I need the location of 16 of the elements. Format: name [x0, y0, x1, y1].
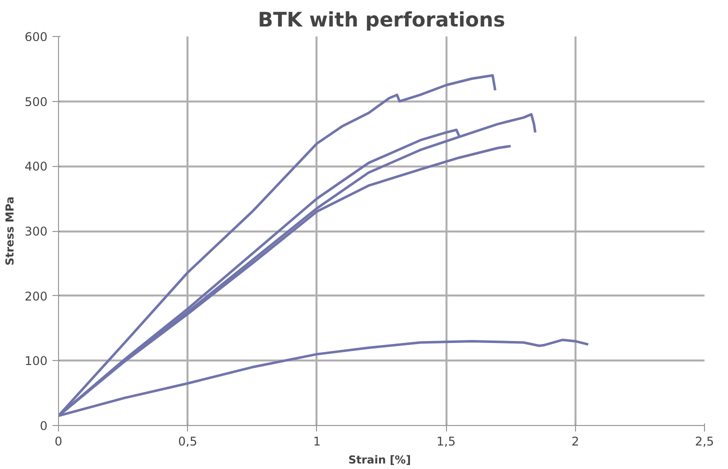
- y-tick-label: 500: [24, 94, 48, 109]
- x-axis-title: Strain [%]: [348, 454, 411, 466]
- y-axis-title: Stress MPa: [4, 196, 17, 266]
- x-tick-label: 0,5: [178, 434, 198, 448]
- y-tick-label: 0: [40, 419, 48, 433]
- x-tick-label: 1: [313, 434, 321, 448]
- y-tick-label: 400: [24, 160, 48, 174]
- y-tick-label: 200: [24, 289, 48, 304]
- x-tick-label: 1,5: [436, 434, 456, 448]
- y-tick-label: 600: [24, 30, 48, 44]
- x-tick-label: 2,5: [694, 434, 714, 448]
- y-tick-label: 100: [24, 354, 48, 368]
- x-tick-label: 0: [54, 434, 62, 448]
- chart-title: BTK with perforations: [258, 8, 506, 32]
- x-tick-label: 2: [571, 434, 580, 448]
- y-tick-label: 300: [24, 224, 48, 238]
